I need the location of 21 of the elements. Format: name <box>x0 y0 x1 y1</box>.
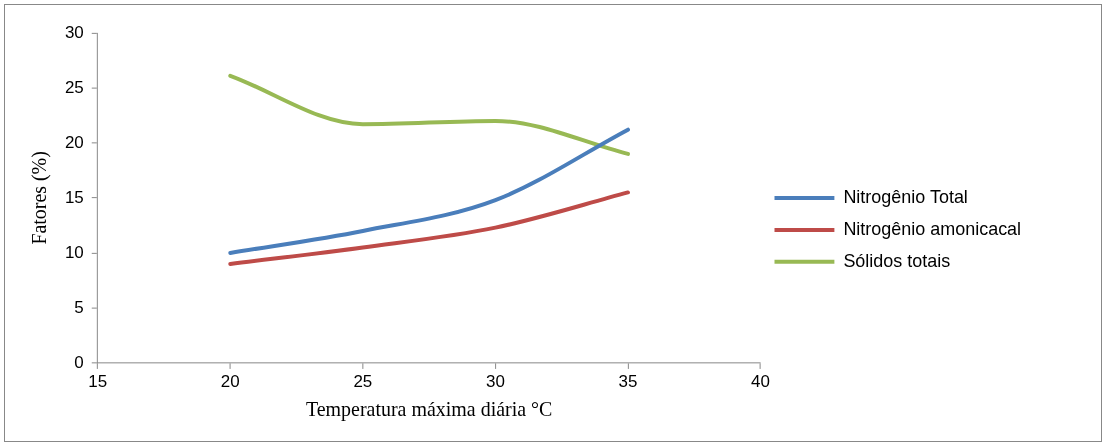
legend-label: Nitrogênio Total <box>843 187 968 208</box>
y-tick-label: 25 <box>64 77 84 97</box>
line-series <box>228 73 630 156</box>
y-tick-label: 30 <box>64 22 84 42</box>
x-axis-title: Temperatura máxima diária °C <box>305 398 553 422</box>
legend-label: Nitrogênio amonicacal <box>843 218 1022 239</box>
y-tick-label: 20 <box>64 132 84 152</box>
y-axis-title: Fatores (%) <box>28 151 52 245</box>
y-tick-label: 10 <box>64 242 84 262</box>
x-tick-label: 40 <box>751 371 770 391</box>
y-tick-label: 15 <box>64 187 84 207</box>
x-tick-label: 15 <box>88 371 108 391</box>
legend-label: Sólidos totais <box>843 250 951 271</box>
line-series <box>228 127 630 255</box>
line-series <box>228 190 630 266</box>
x-tick-label: 25 <box>353 371 373 391</box>
y-tick-label: 0 <box>74 352 84 372</box>
x-tick-label: 20 <box>220 371 240 391</box>
y-tick-label: 5 <box>74 297 84 317</box>
x-tick-label: 30 <box>485 371 505 391</box>
x-tick-label: 35 <box>618 371 638 391</box>
